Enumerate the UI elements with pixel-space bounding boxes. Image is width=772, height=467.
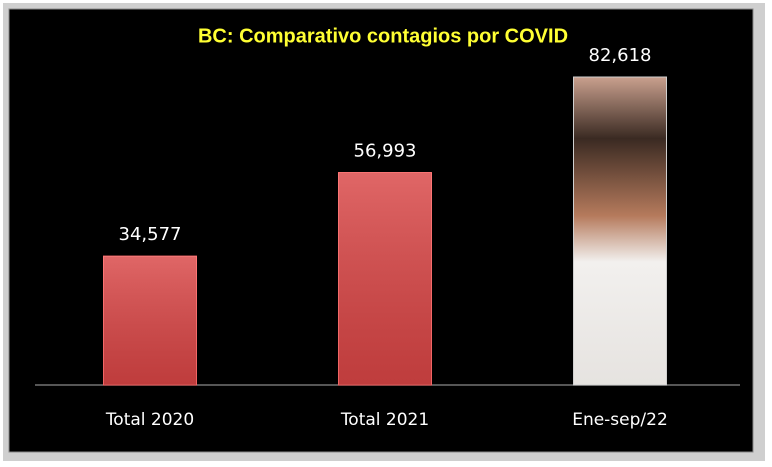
- bar-shade: [103, 256, 197, 385]
- value-label: 56,993: [354, 141, 417, 162]
- x-tick-label: Ene-sep/22: [572, 410, 668, 430]
- chart-title: BC: Comparativo contagios por COVID: [198, 25, 568, 47]
- bar: [573, 76, 667, 386]
- value-label: 34,577: [119, 224, 182, 245]
- x-tick-label: Total 2021: [340, 410, 429, 430]
- value-label: 82,618: [589, 45, 652, 66]
- x-tick-label: Total 2020: [105, 410, 194, 430]
- bar-shade: [338, 172, 432, 385]
